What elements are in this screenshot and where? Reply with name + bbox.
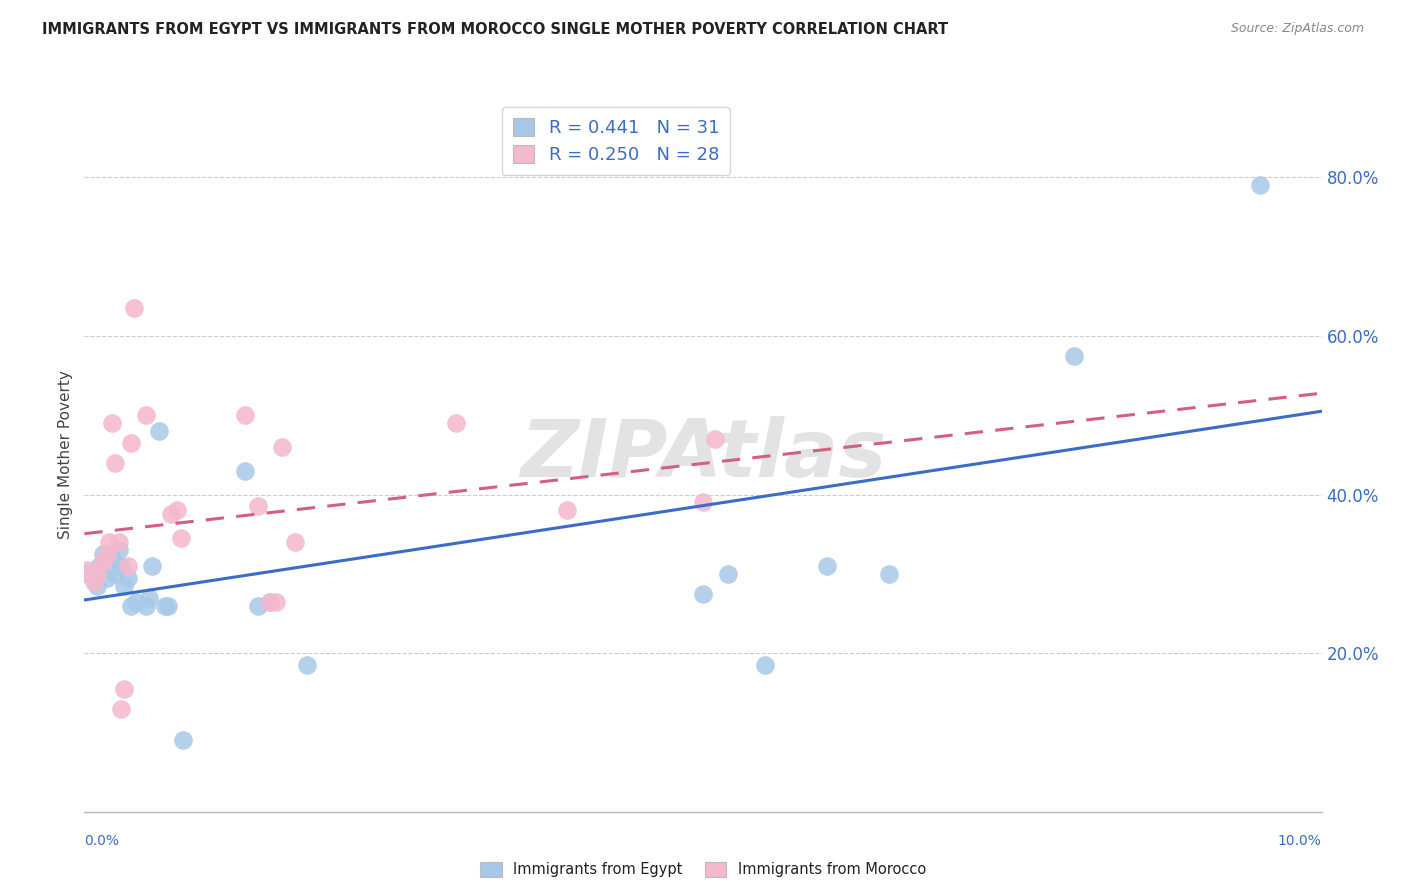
Point (86, 566, 108, 581)
Point (233, 464, 256, 478)
Point (157, 599, 180, 613)
Point (117, 558, 139, 573)
Point (117, 571, 139, 585)
Point (91, 547, 114, 561)
Point (141, 558, 163, 573)
Point (160, 508, 183, 522)
Point (138, 591, 160, 605)
Point (148, 424, 170, 438)
Legend: Immigrants from Egypt, Immigrants from Morocco: Immigrants from Egypt, Immigrants from M… (474, 855, 932, 883)
Point (246, 599, 269, 613)
Point (1249, 178, 1271, 193)
Point (264, 594, 287, 608)
Point (135, 599, 157, 613)
Point (112, 681, 135, 696)
Point (83, 574, 105, 589)
Point (284, 535, 307, 549)
Point (96, 547, 118, 561)
Text: 10.0%: 10.0% (1278, 834, 1322, 848)
Point (110, 558, 132, 573)
Point (110, 701, 132, 715)
Point (877, 566, 900, 581)
Point (135, 409, 157, 423)
Point (692, 587, 714, 601)
Point (108, 535, 131, 549)
Point (125, 594, 148, 608)
Point (717, 566, 740, 581)
Point (76, 566, 98, 581)
Point (271, 440, 294, 454)
Point (246, 500, 269, 514)
Point (122, 301, 145, 316)
Point (233, 409, 256, 423)
Point (86, 579, 108, 593)
Point (76, 563, 98, 577)
Point (692, 495, 714, 509)
Point (120, 436, 142, 450)
Point (104, 456, 127, 470)
Point (104, 566, 127, 581)
Point (555, 503, 578, 517)
Point (295, 658, 318, 673)
Point (172, 733, 194, 747)
Point (100, 416, 122, 430)
Point (170, 531, 193, 545)
Point (166, 503, 188, 517)
Point (120, 599, 142, 613)
Point (153, 599, 176, 613)
Point (259, 594, 281, 608)
Point (89, 558, 111, 573)
Point (754, 658, 776, 673)
Y-axis label: Single Mother Poverty: Single Mother Poverty (58, 370, 73, 540)
Point (108, 543, 131, 558)
Text: Source: ZipAtlas.com: Source: ZipAtlas.com (1230, 22, 1364, 36)
Point (1063, 349, 1085, 363)
Point (815, 558, 838, 573)
Point (704, 432, 727, 446)
Point (100, 551, 122, 566)
Point (98, 535, 121, 549)
Point (259, 594, 281, 608)
Point (444, 416, 467, 430)
Point (91, 555, 114, 569)
Text: 0.0%: 0.0% (84, 834, 120, 848)
Point (112, 579, 135, 593)
Text: ZIPAtlas: ZIPAtlas (520, 416, 886, 494)
Text: IMMIGRANTS FROM EGYPT VS IMMIGRANTS FROM MOROCCO SINGLE MOTHER POVERTY CORRELATI: IMMIGRANTS FROM EGYPT VS IMMIGRANTS FROM… (42, 22, 948, 37)
Point (96, 571, 118, 585)
